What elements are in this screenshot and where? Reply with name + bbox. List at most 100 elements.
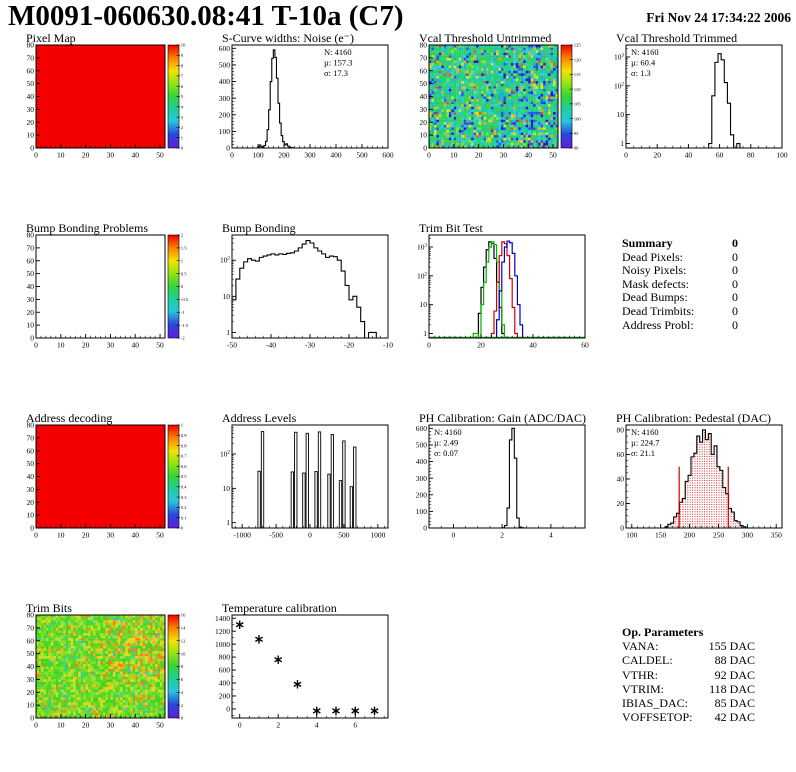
svg-text:300: 300 — [219, 94, 231, 103]
svg-text:0: 0 — [423, 524, 427, 533]
plot-temperature-calibration: Temperature calibration 0 2 4 6 0 200 400 600 80… — [204, 600, 400, 748]
op-parameters-block: Op. Parameters VANA: 155 DAC CALDEL: 88 DA… — [622, 625, 755, 724]
svg-text:600: 600 — [219, 44, 231, 53]
svg-text:100: 100 — [626, 531, 638, 540]
plot-title: Trim Bit Test — [419, 221, 483, 235]
svg-text:1: 1 — [226, 328, 230, 337]
svg-text:10: 10 — [27, 131, 35, 140]
svg-text:300: 300 — [416, 474, 428, 483]
plot-title: Address Levels — [222, 411, 297, 425]
address-levels-canvas: -1000 -500 0 500 1000 1 10 102 — [220, 424, 389, 540]
svg-text:20: 20 — [617, 499, 625, 508]
svg-text:102: 102 — [220, 256, 231, 265]
plot-bump-bonding-problems: Bump Bonding Problems 0 10 20 30 40 50 0 10 20 30… — [8, 220, 204, 368]
svg-text:50: 50 — [156, 151, 164, 160]
summary-total: 0 — [732, 236, 738, 250]
svg-text:30: 30 — [420, 105, 428, 114]
svg-text:σ: 1.3: σ: 1.3 — [631, 68, 651, 78]
svg-text:0: 0 — [181, 146, 184, 151]
svg-text:5: 5 — [181, 94, 184, 99]
op-param-value: 85 DAC — [714, 696, 755, 711]
svg-text:70: 70 — [27, 433, 35, 442]
svg-text:0: 0 — [30, 334, 34, 343]
op-param-row: VOFFSETOP: 42 DAC — [622, 710, 755, 724]
svg-text:40: 40 — [685, 151, 693, 160]
svg-text:400: 400 — [219, 77, 231, 86]
op-param-row: VTHR: 92 DAC — [622, 668, 755, 682]
svg-text:10: 10 — [181, 43, 186, 48]
svg-text:N: 4160: N: 4160 — [631, 47, 659, 57]
plot-title: Vcal Threshold Untrimmed — [419, 31, 552, 45]
svg-text:1: 1 — [620, 139, 624, 148]
plot-trim-bit-test: Trim Bit Test 0 20 40 60 1 10 102 103 — [401, 220, 597, 368]
svg-text:0.7: 0.7 — [181, 454, 187, 459]
op-param-label: VTRIM: — [622, 681, 664, 696]
plot-title: Bump Bonding — [222, 221, 296, 235]
summary-value: 0 — [732, 263, 738, 278]
svg-text:50: 50 — [549, 151, 557, 160]
scurve-noise-canvas: 0 100 200 300 400 500 600 0 100 200 300 400 500 600 N:… — [219, 44, 394, 160]
summary-row: Dead Trimbits: 0 — [622, 303, 738, 319]
plot-title: Address decoding — [26, 411, 113, 425]
plot-vcal-threshold-trimmed: Vcal Threshold Trimmed 0 20 40 60 80 100 1 10 10… — [598, 30, 794, 178]
svg-text:-20: -20 — [344, 341, 354, 350]
svg-text:1: 1 — [181, 135, 184, 140]
plot-address-levels: Address Levels -1000 -500 0 500 1000 1 10 102 — [204, 410, 400, 558]
summary-label: Mask defects: — [622, 276, 689, 291]
svg-text:0: 0 — [427, 151, 431, 160]
plot-title: PH Calibration: Pedestal (DAC) — [616, 411, 771, 425]
svg-text:300: 300 — [742, 531, 754, 540]
svg-text:3: 3 — [181, 115, 184, 120]
svg-text:0: 0 — [30, 524, 34, 533]
svg-text:0: 0 — [308, 531, 312, 540]
op-param-label: VTHR: — [622, 667, 658, 682]
svg-text:80: 80 — [617, 426, 625, 435]
svg-text:0.5: 0.5 — [181, 474, 187, 479]
svg-text:40: 40 — [131, 151, 139, 160]
svg-text:350: 350 — [771, 531, 783, 540]
svg-text:-0.5: -0.5 — [181, 297, 189, 302]
svg-text:6: 6 — [181, 84, 184, 89]
op-param-value: 118 DAC — [709, 681, 755, 696]
svg-text:σ: 17.3: σ: 17.3 — [324, 68, 348, 78]
summary-label: Dead Pixels: — [622, 249, 683, 264]
op-param-label: VANA: — [622, 639, 659, 654]
svg-text:40: 40 — [131, 531, 139, 540]
svg-text:500: 500 — [356, 151, 368, 160]
svg-text:10: 10 — [27, 511, 35, 520]
svg-text:0.4: 0.4 — [181, 485, 187, 490]
svg-text:9: 9 — [181, 53, 184, 58]
address-decoding-canvas: 0 10 20 30 40 50 0 10 20 30 40 50 60 70 80 1 0.9 0.8 0.7 0.… — [27, 421, 188, 540]
svg-text:0.1: 0.1 — [181, 515, 187, 520]
svg-text:µ: 224.7: µ: 224.7 — [631, 438, 660, 448]
summary-value: 0 — [732, 303, 738, 318]
op-param-label: VOFFSETOP: — [622, 710, 693, 725]
op-param-row: CALDEL: 88 DAC — [622, 653, 755, 667]
vcal-untrimmed-canvas: 0 10 20 30 40 50 0 10 20 30 40 50 60 70 80 125 120 115 110… — [420, 41, 582, 160]
svg-text:N: 4160: N: 4160 — [434, 427, 462, 437]
svg-text:200: 200 — [219, 110, 231, 119]
trim-bit-test-canvas: 0 20 40 60 1 10 102 103 — [417, 234, 589, 350]
svg-text:µ: 157.3: µ: 157.3 — [324, 58, 353, 68]
svg-text:50: 50 — [27, 79, 35, 88]
svg-text:500: 500 — [416, 441, 428, 450]
svg-text:0.2: 0.2 — [181, 505, 187, 510]
svg-text:20: 20 — [653, 151, 661, 160]
svg-text:σ: 21.1: σ: 21.1 — [631, 448, 655, 458]
op-param-label: CALDEL: — [622, 653, 673, 668]
plot-title: Bump Bonding Problems — [26, 221, 149, 235]
plot-title: PH Calibration: Gain (ADC/DAC) — [419, 411, 586, 425]
svg-text:20: 20 — [420, 118, 428, 127]
svg-text:60: 60 — [420, 66, 428, 75]
summary-label: Address Probl: — [622, 317, 694, 332]
summary-label: Noisy Pixels: — [622, 263, 687, 278]
svg-text:40: 40 — [529, 341, 537, 350]
svg-text:20: 20 — [27, 308, 35, 317]
svg-text:10: 10 — [57, 341, 65, 350]
svg-text:0: 0 — [452, 531, 456, 540]
summary-label: Dead Bumps: — [622, 290, 688, 305]
